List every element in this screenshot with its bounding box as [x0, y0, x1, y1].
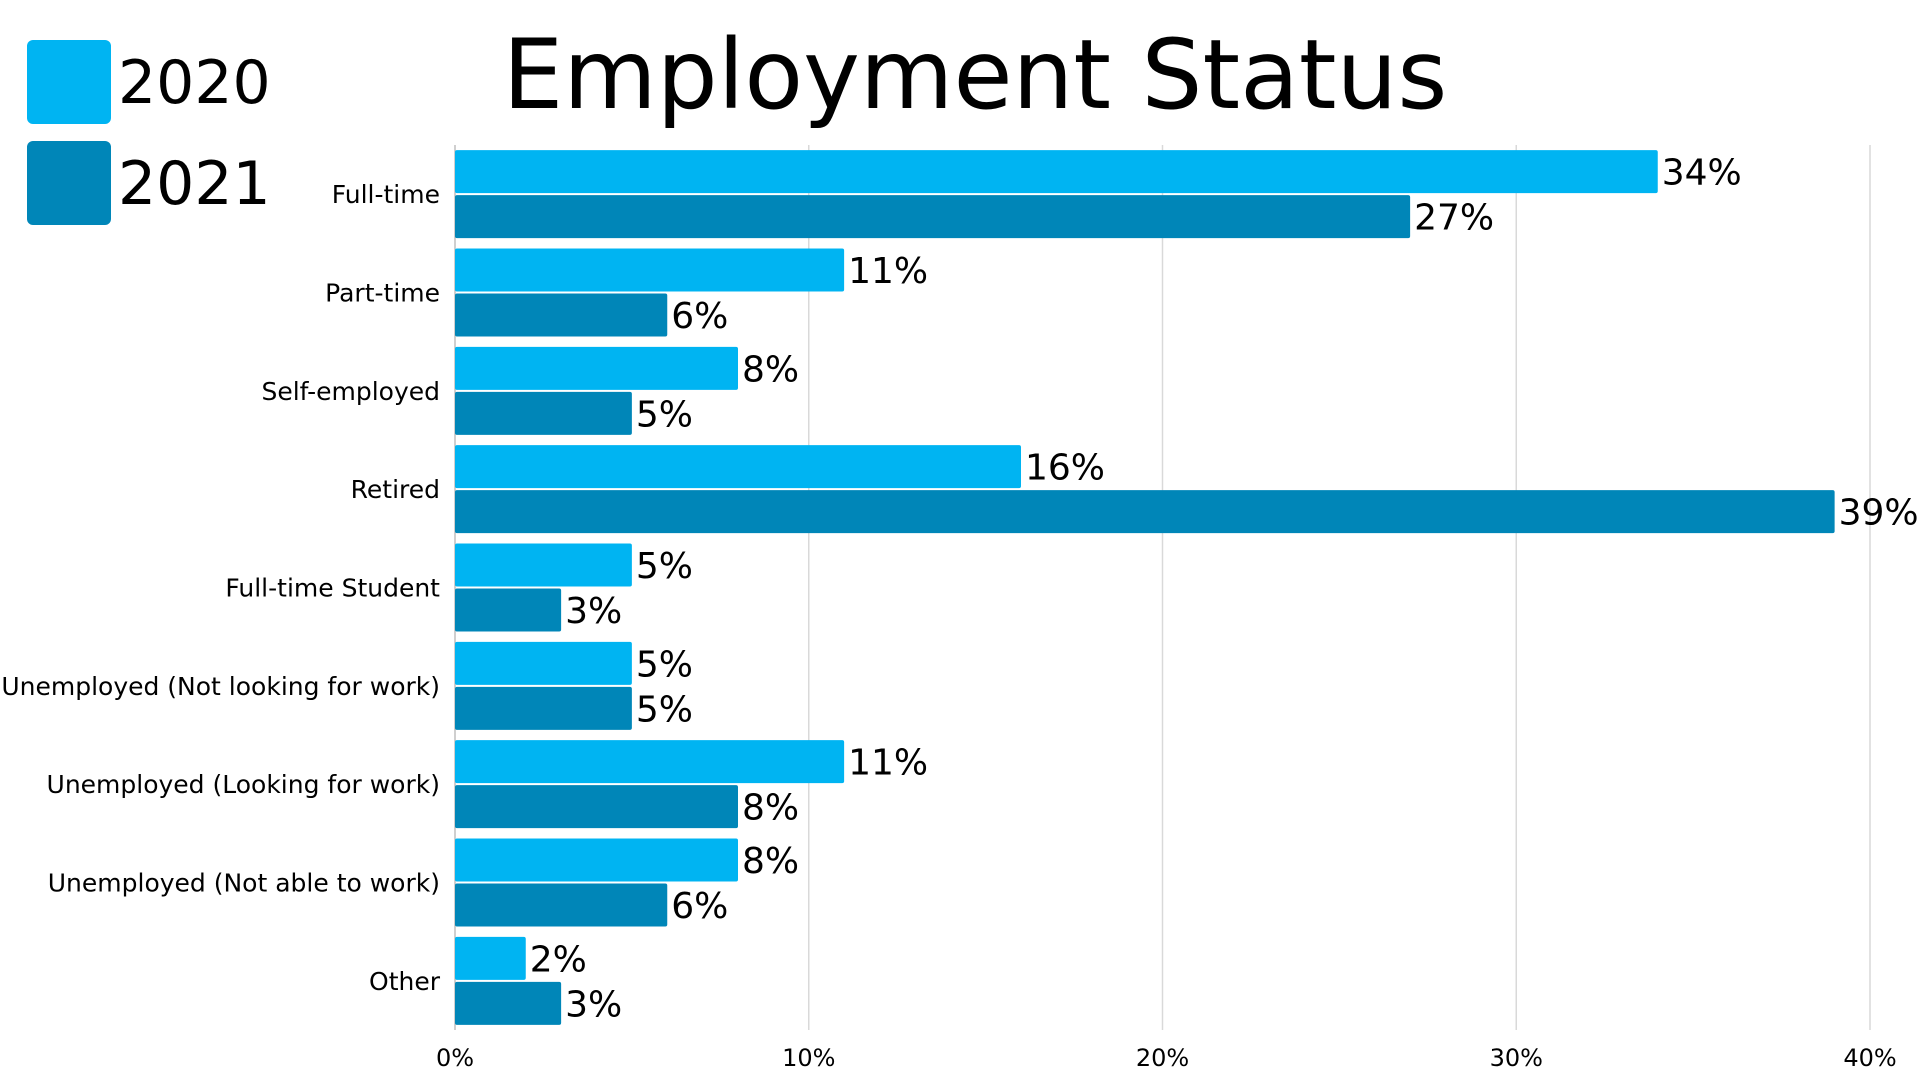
category-labels: Full-time Part-time Self-employed Retired Fu…: [1, 180, 440, 996]
category-label: Self-employed: [261, 377, 440, 406]
data-label-2020: 5%: [636, 644, 693, 685]
bar-2020: [455, 936, 526, 980]
bars: [455, 150, 1835, 1025]
data-label-2021: 39%: [1839, 493, 1919, 534]
bar-2021: [455, 785, 738, 829]
bar-2021: [455, 490, 1835, 534]
data-labels: 34%27%11%6%8%5%16%39%5%3%5%5%11%8%8%6%2%…: [530, 153, 1919, 1026]
data-label-2021: 5%: [636, 689, 693, 730]
category-label: Other: [369, 967, 441, 996]
category-label: Unemployed (Not able to work): [48, 869, 440, 898]
bar-2020: [455, 641, 632, 685]
data-label-2020: 5%: [636, 546, 693, 587]
bar-2020: [455, 740, 845, 784]
data-label-2021: 5%: [636, 394, 693, 435]
data-label-2020: 11%: [848, 251, 928, 292]
data-label-2021: 3%: [565, 984, 622, 1025]
legend: 2020 2021: [27, 40, 271, 225]
bar-2021: [455, 981, 562, 1025]
bar-2021: [455, 293, 668, 337]
x-tick-label: 30%: [1490, 1044, 1543, 1072]
bar-2020: [455, 150, 1658, 194]
gridlines: [454, 145, 1871, 1030]
data-label-2021: 27%: [1414, 198, 1494, 239]
category-label: Retired: [351, 475, 440, 504]
chart-title: Employment Status: [503, 19, 1448, 131]
bar-2021: [455, 391, 632, 435]
bar-2021: [455, 195, 1411, 239]
data-label-2020: 34%: [1662, 153, 1742, 194]
data-label-2020: 2%: [530, 939, 587, 980]
bar-2020: [455, 838, 738, 882]
bar-2020: [455, 248, 845, 292]
category-label: Unemployed (Looking for work): [47, 770, 440, 799]
data-label-2020: 11%: [848, 743, 928, 784]
bar-2021: [455, 588, 562, 632]
legend-label-2020: 2020: [118, 48, 271, 118]
data-label-2021: 6%: [671, 886, 728, 927]
category-label: Full-time: [332, 180, 440, 209]
bar-2021: [455, 883, 668, 927]
category-label: Part-time: [325, 279, 440, 308]
data-label-2020: 8%: [742, 841, 799, 882]
bar-2020: [455, 445, 1021, 489]
bar-2020: [455, 346, 738, 390]
bar-2021: [455, 686, 632, 730]
legend-label-2021: 2021: [118, 149, 271, 219]
data-label-2021: 6%: [671, 296, 728, 337]
category-label: Full-time Student: [225, 574, 440, 603]
legend-swatch-2021: [27, 141, 111, 225]
data-label-2020: 16%: [1025, 448, 1105, 489]
legend-swatch-2020: [27, 40, 111, 124]
x-tick-label: 40%: [1843, 1044, 1896, 1072]
x-tick-labels: 0% 10% 20% 30% 40%: [436, 1044, 1897, 1072]
x-tick-label: 10%: [782, 1044, 835, 1072]
data-label-2020: 8%: [742, 349, 799, 390]
x-tick-label: 20%: [1136, 1044, 1189, 1072]
category-label: Unemployed (Not looking for work): [1, 672, 440, 701]
data-label-2021: 3%: [565, 591, 622, 632]
data-label-2021: 8%: [742, 788, 799, 829]
bar-2020: [455, 543, 632, 587]
x-tick-label: 0%: [436, 1044, 474, 1072]
